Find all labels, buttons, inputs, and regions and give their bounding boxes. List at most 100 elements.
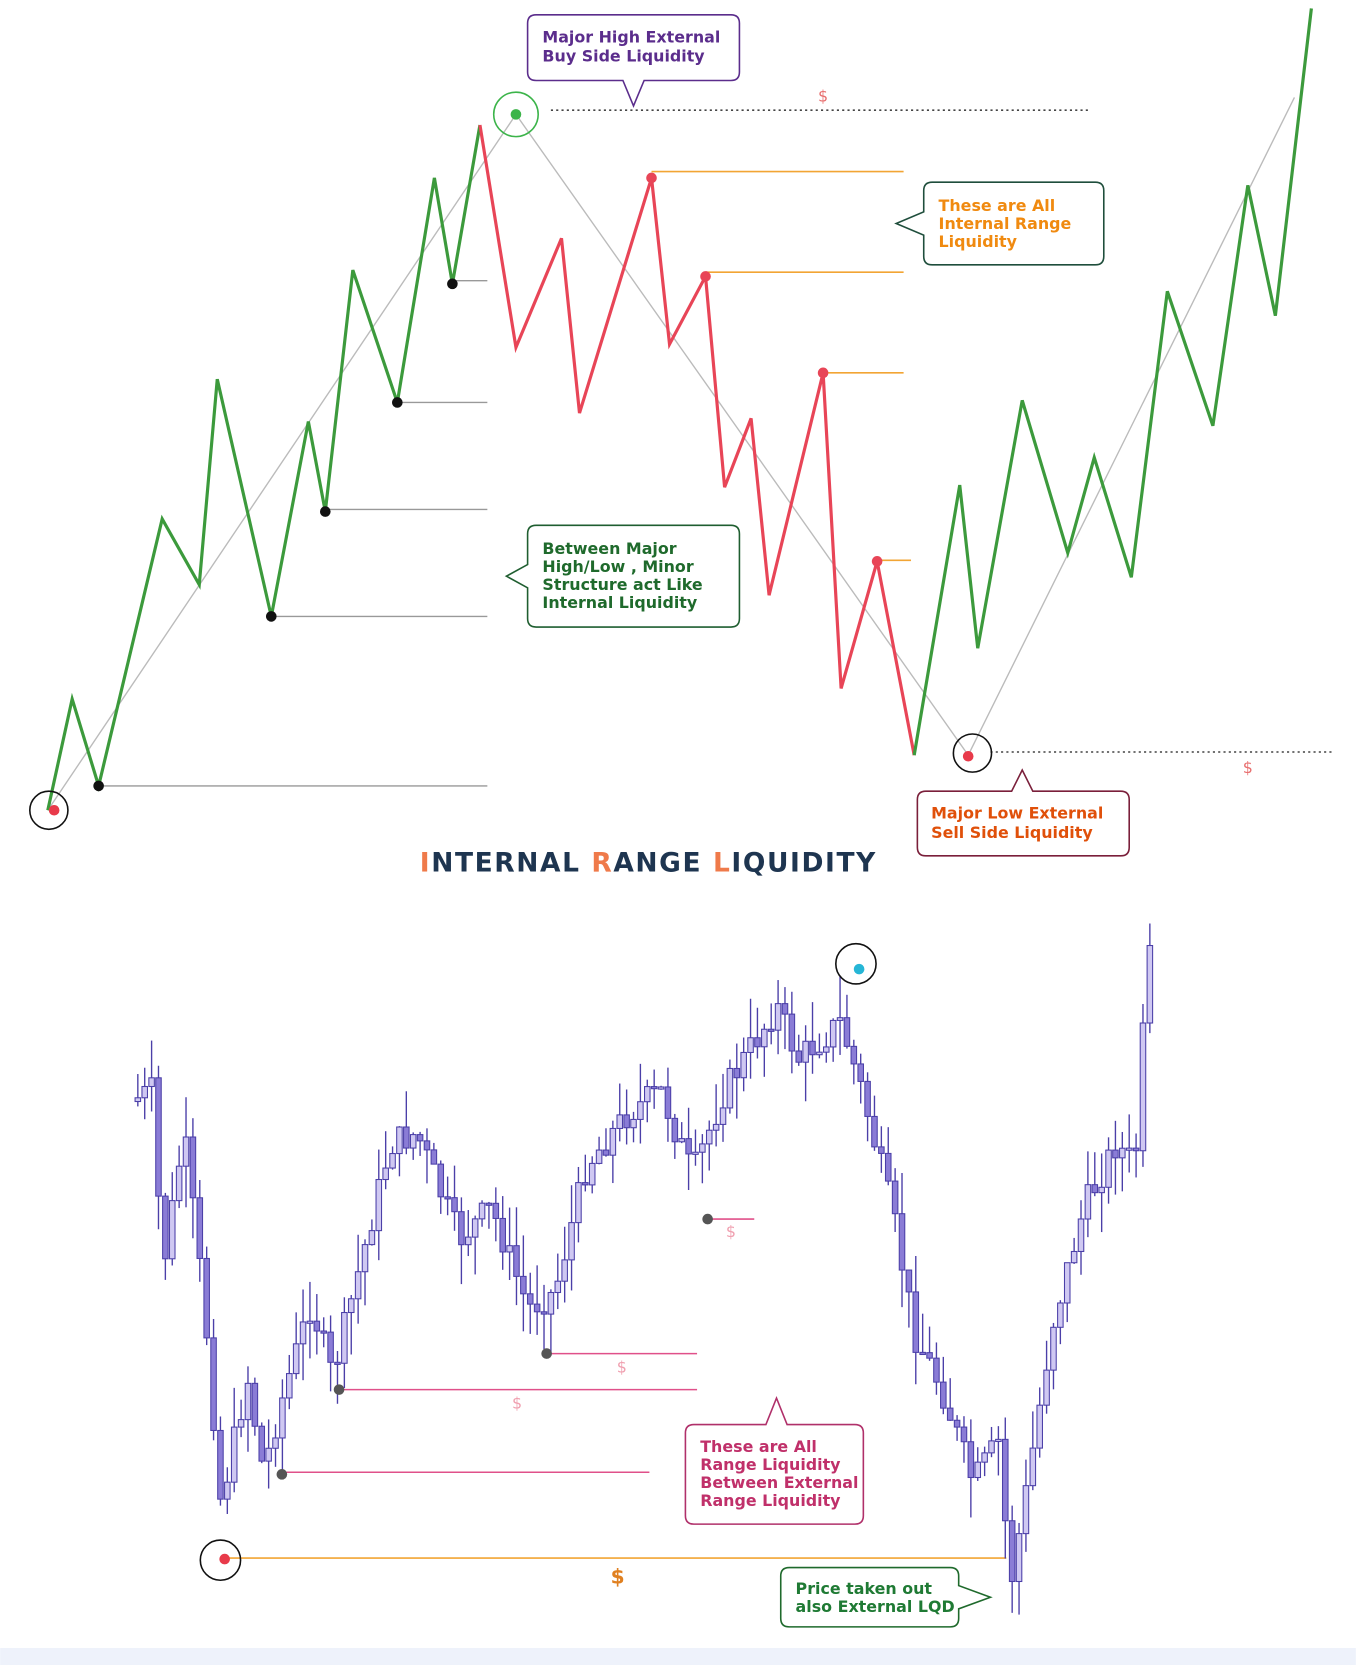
candle-body [822,1046,830,1053]
candle-body [403,1126,410,1149]
candle-body [630,1118,637,1129]
candle-body [774,1003,782,1031]
candle-body [871,1115,878,1148]
candle-body [1001,1438,1009,1522]
candle-body [251,1382,259,1427]
candle-body [644,1086,651,1103]
candle-body [506,1245,513,1253]
candle-body [451,1197,458,1213]
candle-body [182,1136,190,1167]
candle-body [1063,1262,1071,1304]
candle-body [471,1218,479,1238]
candle-body [685,1138,692,1155]
candle-body [1022,1485,1030,1535]
candle-body [761,1028,768,1048]
candle-body [609,1127,617,1156]
candle-body [361,1244,369,1273]
callout: Major Low External Sell Side Liquidity [931,804,1103,842]
candle-body [767,1028,775,1032]
candle-body [788,1013,796,1052]
candle-body [726,1067,734,1109]
candle-body [162,1195,169,1260]
candle-body [389,1153,396,1169]
candle-body [306,1320,314,1324]
candle-body [561,1259,568,1282]
candle-body [657,1086,665,1090]
trend-guides [47,97,1296,811]
price-swings [46,8,1313,811]
candle-body [616,1114,624,1129]
candle-body [602,1149,610,1156]
candle-body [699,1143,706,1153]
candle-body [465,1236,472,1246]
candle-body [926,1352,933,1359]
range-levels [224,1218,1007,1559]
candle-body [1057,1302,1064,1328]
candle-body [382,1167,389,1181]
candle-body [458,1211,465,1246]
candle-body [396,1126,403,1155]
candle-body [513,1245,520,1277]
candle-body [540,1311,548,1315]
candle-body [292,1343,300,1375]
callout-box [894,181,1105,266]
candle-body [712,1123,720,1131]
candle-body [272,1437,279,1449]
candle-body [664,1086,672,1119]
callout: These are All Range Liquidity Between Exte… [700,1437,858,1510]
dollar-marker: $ [611,1564,625,1588]
candle-body [912,1291,920,1353]
candle-body [781,1003,789,1015]
candle-body [733,1067,741,1079]
dollar-marker: $ [1243,758,1253,777]
candle-body [575,1182,582,1224]
candle-body [526,1293,534,1305]
candle-body [1091,1184,1099,1194]
candle-body [230,1426,238,1483]
candle-body [499,1217,506,1253]
candle-body [423,1140,431,1151]
candle-body [189,1136,197,1199]
candles [134,923,1154,1615]
candle-body [320,1330,327,1334]
candle-body [141,1085,148,1099]
candle-body [409,1134,417,1149]
candle-body [244,1382,252,1421]
callout: Major High External Buy Side Liquidity [542,27,720,65]
candle-body [196,1197,204,1259]
title: INTERNAL RANGE LIQUIDITY [420,848,877,879]
callout-box [916,768,1130,857]
candle-body [1084,1184,1092,1220]
candle-body [850,1045,858,1065]
candle-body [1125,1147,1133,1151]
callout-box [684,1395,865,1525]
candle-body [836,1017,844,1021]
candle-body [341,1311,348,1364]
bottom-band [0,1648,1356,1665]
candle-body [582,1182,589,1186]
candle-body [967,1441,975,1479]
candle-body [946,1407,954,1421]
callout: Between Major High/Low , Minor Structure a… [542,539,702,612]
candle-body [375,1178,383,1232]
callout-box [526,14,741,108]
candle-body [905,1269,913,1293]
candle-body [134,1097,142,1103]
candle-body [217,1429,224,1500]
candle-body [203,1257,210,1339]
callout: These are All Internal Range Liquidity [939,196,1072,251]
candle-body [175,1165,183,1202]
callout: Price taken out also External LQD [796,1579,955,1616]
candle-body [995,1438,1002,1443]
candle-body [347,1298,355,1314]
candle-body [795,1050,803,1063]
dollar-marker: $ [726,1222,736,1241]
swing-points [28,91,993,831]
candle-body [671,1117,679,1143]
candle-body [313,1320,321,1332]
candle-body [1043,1369,1050,1406]
candle-body [974,1461,982,1479]
candle-body [940,1381,947,1409]
